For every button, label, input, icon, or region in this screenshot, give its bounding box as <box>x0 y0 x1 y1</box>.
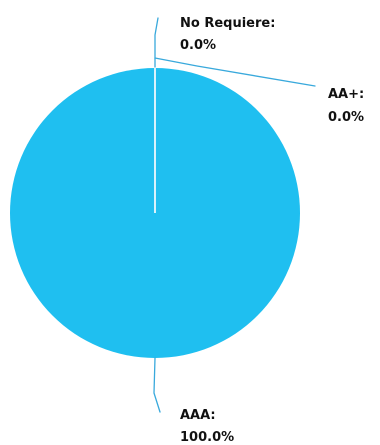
label-aaa-name: AAA: <box>180 408 216 423</box>
label-no-requiere-name: No Requiere: <box>180 16 275 31</box>
label-aa-plus-percent: 0.0% <box>328 110 364 125</box>
leader-line-aaa <box>153 357 161 413</box>
leader-line-no-requiere <box>154 17 159 68</box>
label-no-requiere-percent: 0.0% <box>180 38 216 53</box>
leader-line-aa-plus <box>154 57 316 87</box>
label-aaa-percent: 100.0% <box>180 430 234 445</box>
label-aa-plus-name: AA+: <box>328 87 364 102</box>
